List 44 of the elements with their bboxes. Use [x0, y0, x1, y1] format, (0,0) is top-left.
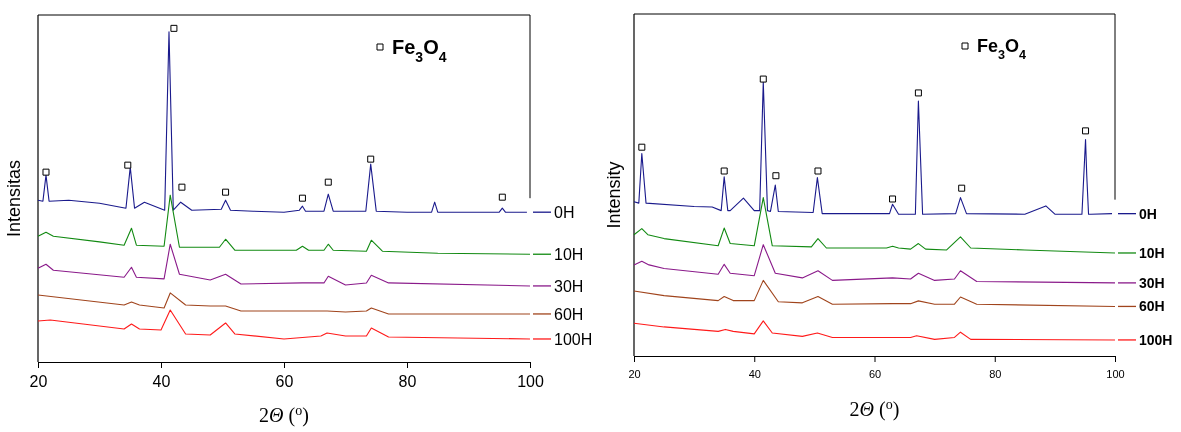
point: [638, 143, 646, 151]
x-tick-label: 60: [868, 367, 882, 380]
point: [498, 193, 506, 201]
point: [720, 167, 728, 175]
point: [1082, 127, 1090, 135]
legend-label: 100H: [1139, 331, 1173, 348]
point: [124, 161, 132, 169]
point: [222, 188, 230, 196]
point: [914, 89, 922, 97]
x-tick-label: 40: [152, 373, 171, 391]
point: [324, 178, 332, 186]
legend-label: 0H: [554, 203, 575, 221]
legend-label: 0H: [1139, 205, 1157, 222]
legend-label: Fe$_{3}$O$_{4}$: [977, 36, 1027, 63]
point: [42, 168, 50, 176]
legend-label: 60H: [1139, 298, 1165, 315]
point: [298, 194, 306, 202]
point: [178, 183, 186, 191]
point: [814, 167, 822, 175]
legend-label: 100H: [554, 330, 593, 348]
x-tick-label: 100: [1106, 367, 1125, 380]
y-axis-title: Intensitas: [4, 159, 24, 238]
legend-label: 10H: [554, 245, 584, 263]
x-tick-label: 60: [275, 373, 294, 391]
x-tick-label: 100: [517, 373, 544, 391]
point: [958, 184, 966, 192]
point: [170, 24, 178, 32]
legend-label: 60H: [554, 305, 584, 323]
legend-label: 10H: [1139, 245, 1165, 262]
point: [889, 195, 897, 203]
x-axis-title: 2Θ ($^{o}$): [849, 396, 900, 421]
legend-label: 30H: [1139, 274, 1165, 291]
point: [759, 75, 767, 83]
x-axis-title: 2Θ ($^{o}$): [259, 402, 309, 427]
x-tick-label: 20: [29, 373, 48, 391]
point: [772, 172, 780, 180]
point: [367, 155, 375, 163]
x-tick-label: 40: [748, 367, 761, 380]
legend-label: Fe$_{3}$O$_{4}$: [392, 36, 447, 65]
legend-label: 30H: [554, 277, 584, 295]
y-axis-title: Intensity: [604, 161, 624, 229]
x-tick-label: 80: [398, 373, 417, 391]
x-tick-label: 80: [989, 367, 1002, 380]
x-tick-label: 20: [628, 367, 641, 380]
